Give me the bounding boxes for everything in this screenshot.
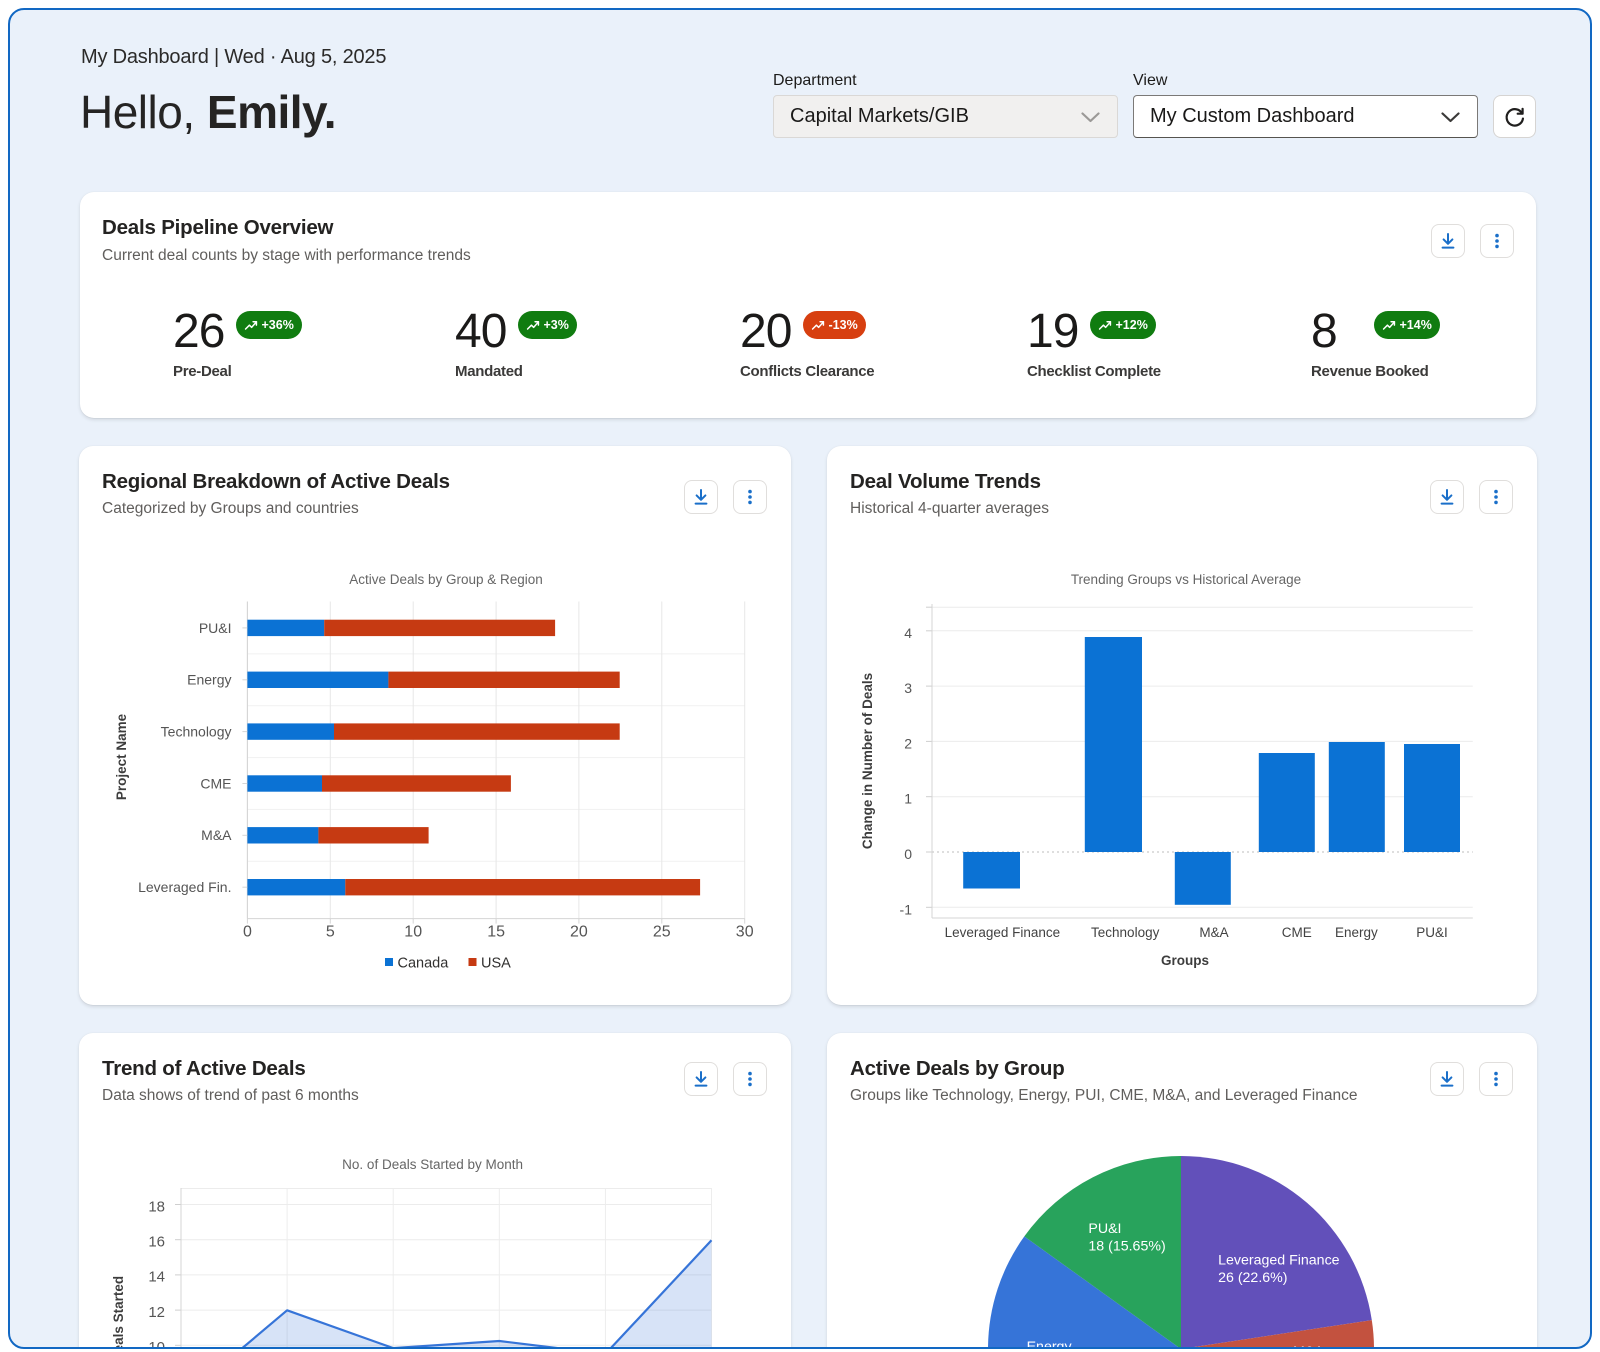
svg-text:20: 20 [570,924,588,941]
svg-text:26 (22.6%): 26 (22.6%) [1218,1270,1287,1286]
svg-text:No. of Deals Started by Month: No. of Deals Started by Month [342,1157,523,1172]
svg-text:CME: CME [1282,925,1312,940]
svg-text:CME: CME [200,775,231,791]
svg-text:Change in Number of Deals: Change in Number of Deals [860,673,875,849]
svg-text:10: 10 [148,1339,165,1349]
svg-text:Energy: Energy [187,672,231,688]
svg-text:18 (15.65%): 18 (15.65%) [1088,1238,1165,1254]
svg-text:3: 3 [904,680,912,696]
svg-text:Leveraged Finance: Leveraged Finance [945,925,1061,940]
svg-text:-1: -1 [900,901,913,917]
svg-text:Energy: Energy [1335,925,1378,940]
svg-text:0: 0 [904,846,912,862]
svg-text:PU&I: PU&I [1416,925,1448,940]
svg-text:Project Name: Project Name [114,713,129,800]
svg-text:M&A: M&A [201,827,232,843]
svg-text:PU&I: PU&I [199,620,232,636]
svg-text:1: 1 [904,791,912,807]
svg-text:25: 25 [653,924,671,941]
svg-text:Leveraged Fin.: Leveraged Fin. [138,879,231,895]
svg-text:5: 5 [326,924,335,941]
svg-text:30: 30 [736,924,754,941]
svg-text:PU&I: PU&I [1088,1221,1121,1237]
svg-text:0: 0 [243,924,252,941]
svg-text:M&A: M&A [1293,1344,1324,1349]
svg-text:No. of Deals Started: No. of Deals Started [111,1276,126,1349]
svg-text:Leveraged Finance: Leveraged Finance [1218,1253,1340,1269]
svg-text:16: 16 [148,1234,165,1251]
svg-text:Canada: Canada [398,956,450,972]
svg-text:15: 15 [487,924,505,941]
svg-text:Technology: Technology [161,724,232,740]
svg-text:2: 2 [904,735,912,751]
svg-text:4: 4 [904,625,912,641]
svg-text:10: 10 [404,924,422,941]
svg-text:Trending Groups vs Historical: Trending Groups vs Historical Average [1071,572,1301,587]
svg-text:Active Deals by Group & Region: Active Deals by Group & Region [349,572,543,587]
svg-text:Technology: Technology [1091,925,1160,940]
svg-text:USA: USA [481,956,511,972]
svg-text:Energy: Energy [1027,1339,1073,1349]
svg-text:M&A: M&A [1199,925,1228,940]
svg-text:18: 18 [148,1198,165,1215]
svg-text:Groups: Groups [1161,953,1209,968]
svg-text:12: 12 [148,1304,165,1321]
svg-text:14: 14 [148,1269,165,1286]
